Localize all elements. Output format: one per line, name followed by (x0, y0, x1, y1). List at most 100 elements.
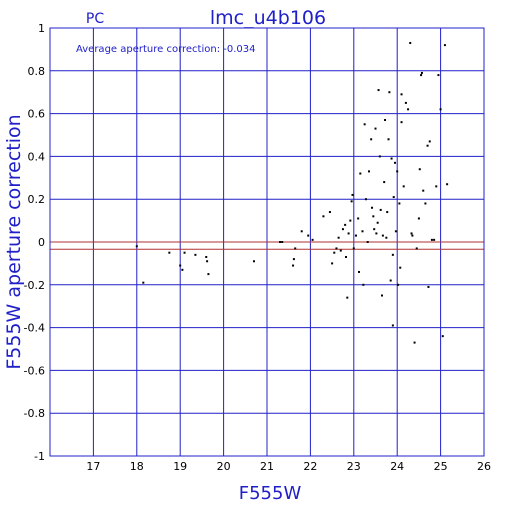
chart-title: lmc_u4b106 (210, 7, 326, 29)
y-axis-label: F555W aperture correction (3, 114, 25, 369)
data-point (391, 324, 394, 327)
data-point (402, 185, 405, 188)
data-point (415, 247, 418, 250)
data-point (344, 255, 347, 258)
data-point (370, 138, 373, 141)
data-point (439, 108, 442, 111)
data-point (168, 251, 171, 254)
data-point (407, 108, 410, 111)
data-point (372, 215, 375, 218)
data-point (352, 247, 355, 250)
data-point (311, 238, 314, 241)
y-tick-label: 1 (38, 22, 45, 35)
data-point (373, 228, 376, 231)
y-tick-label: -0.4 (24, 322, 45, 335)
data-point (386, 211, 389, 214)
data-point (335, 247, 338, 250)
x-tick-label: 26 (477, 460, 491, 473)
data-point (346, 296, 349, 299)
x-tick-labels: 17 18 19 20 21 22 23 24 25 26 (86, 460, 491, 473)
data-point (400, 121, 403, 124)
x-tick-label: 24 (390, 460, 404, 473)
data-point (367, 170, 370, 173)
data-point (181, 268, 184, 271)
data-point (394, 230, 397, 233)
data-point (411, 234, 414, 237)
data-point (377, 89, 380, 92)
data-point (394, 161, 397, 164)
data-point (409, 41, 412, 44)
data-point (379, 208, 382, 211)
data-point (376, 221, 379, 224)
data-point (390, 157, 393, 160)
data-point (366, 241, 369, 243)
data-point (354, 234, 357, 237)
data-point (322, 215, 325, 218)
data-point (349, 219, 352, 222)
y-tick-label: -1 (34, 450, 45, 463)
data-point (396, 170, 399, 173)
data-point (183, 251, 186, 254)
data-point (375, 232, 378, 235)
x-tick-label: 23 (347, 460, 361, 473)
data-point (426, 144, 429, 147)
data-point (389, 279, 392, 282)
data-point (430, 238, 433, 241)
data-point (392, 196, 395, 199)
data-point (307, 234, 310, 237)
data-point (337, 236, 340, 239)
chart-subtitle: PC (86, 11, 104, 27)
x-tick-label: 18 (130, 460, 144, 473)
data-point (374, 127, 377, 130)
data-point (435, 185, 438, 188)
data-point (397, 283, 400, 286)
data-point (206, 260, 209, 263)
data-point (417, 217, 420, 220)
data-point (357, 217, 360, 220)
data-point (331, 262, 334, 265)
plot-frame (49, 27, 485, 457)
data-point (300, 230, 303, 233)
average-annotation: Average aperture correction: -0.034 (76, 44, 256, 55)
data-point (252, 260, 255, 263)
data-points (135, 41, 449, 344)
y-tick-label: -0.6 (24, 364, 45, 377)
data-point (347, 232, 350, 235)
data-point (413, 341, 416, 344)
data-point (328, 211, 331, 214)
data-point (378, 155, 381, 158)
data-point (142, 281, 145, 284)
x-tick-label: 19 (173, 460, 187, 473)
x-tick-label: 22 (303, 460, 317, 473)
data-point (383, 181, 386, 184)
data-point (420, 71, 423, 74)
data-point (428, 140, 431, 143)
x-tick-label: 20 (217, 460, 231, 473)
data-point (179, 264, 182, 267)
data-point (422, 189, 425, 192)
data-point (333, 251, 336, 254)
x-tick-label: 21 (260, 460, 274, 473)
data-point (433, 238, 436, 241)
data-point (341, 228, 344, 231)
data-point (387, 138, 390, 141)
data-point (388, 91, 391, 94)
data-point (437, 74, 440, 77)
data-point (361, 230, 364, 233)
data-point (384, 119, 387, 122)
data-point (410, 232, 413, 235)
data-point (385, 236, 388, 239)
data-point (205, 255, 208, 258)
data-point (371, 206, 374, 209)
data-point (381, 294, 384, 297)
data-point (398, 202, 401, 205)
y-tick-label: 0.4 (28, 150, 46, 163)
data-point (391, 253, 394, 256)
reference-lines (50, 241, 484, 250)
data-point (135, 245, 138, 248)
data-point (362, 283, 365, 286)
data-point (207, 273, 210, 276)
y-tick-label: 0 (38, 236, 45, 249)
data-point (351, 193, 354, 196)
y-tick-labels: 1 0.8 0.6 0.4 0.2 0 -0.2 -0.4 -0.6 -0.8 -1 (24, 22, 45, 463)
